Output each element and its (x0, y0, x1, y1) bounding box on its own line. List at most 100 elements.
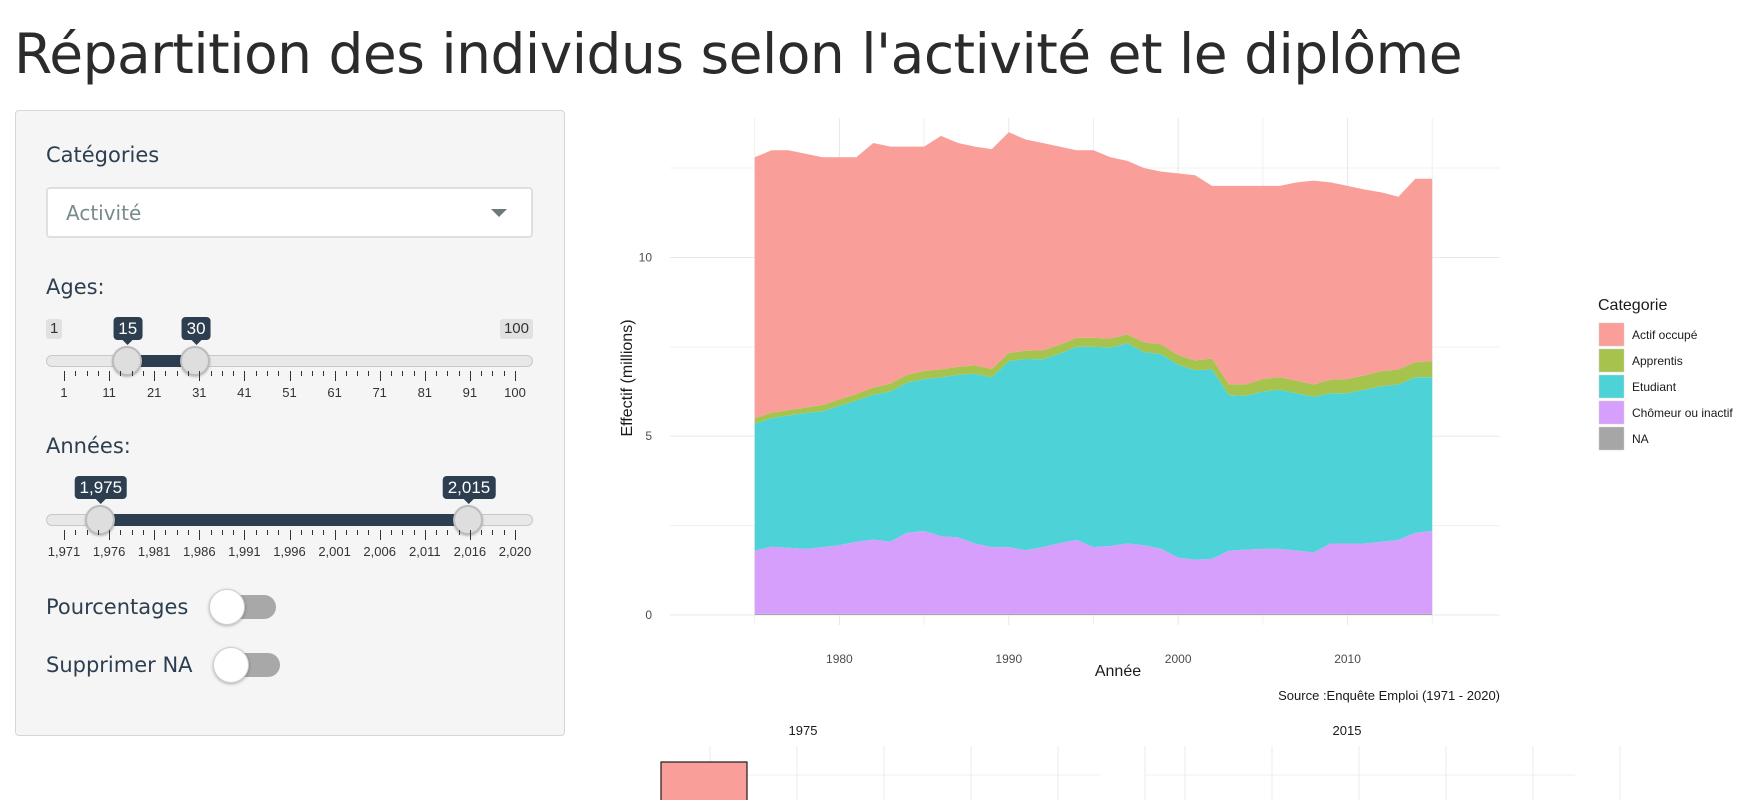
ages-tick-label: 11 (102, 385, 116, 400)
legend-label: Chômeur ou inactif (1632, 406, 1733, 420)
ages-minor-tick (278, 371, 280, 376)
percentages-toggle[interactable] (209, 589, 276, 625)
categories-selected-value: Activité (66, 201, 142, 225)
years-selected-range (100, 514, 469, 526)
legend-label: Apprentis (1632, 354, 1683, 368)
ages-minor-tick (436, 371, 438, 376)
ages-minor-tick (300, 371, 302, 376)
area-chart: 1980 1990 2000 2010 0 5 10 Année Effectif (milli… (619, 118, 1733, 800)
years-tick (334, 530, 336, 540)
years-to-handle[interactable] (452, 505, 483, 535)
years-tick (109, 530, 111, 540)
years-from-handle[interactable] (84, 505, 115, 535)
ages-to-handle[interactable] (180, 346, 211, 376)
remove-na-toggle-knob[interactable] (213, 647, 249, 683)
ages-tick-label: 100 (504, 385, 526, 400)
years-tick-label: 2,016 (453, 544, 487, 559)
years-minor-tick (255, 530, 257, 535)
ages-max-label: 100 (499, 319, 533, 339)
years-minor-tick (492, 530, 494, 535)
y-tick-label: 0 (645, 608, 652, 622)
area-etudiant (754, 343, 1433, 560)
years-label: Années: (46, 434, 131, 458)
ages-minor-tick (368, 371, 370, 376)
ages-minor-tick (165, 371, 167, 376)
years-minor-tick (97, 530, 99, 535)
ages-minor-tick (390, 371, 392, 376)
facet-bar (660, 761, 748, 800)
ages-tick-label: 1 (60, 385, 68, 400)
ages-minor-tick (266, 371, 268, 376)
facet-chart: 1975 2015 (660, 723, 1621, 800)
years-tick (424, 530, 426, 540)
years-minor-tick (402, 530, 404, 535)
percentages-toggle-knob[interactable] (209, 589, 245, 625)
ages-range-slider[interactable]: 1 100 15 30 1 11 21 31 41 51 61 71 81 91 100 (16, 317, 564, 419)
ages-tick-label: 71 (372, 385, 387, 400)
years-to-value: 2,015 (442, 476, 496, 504)
ages-minor-tick (86, 371, 88, 376)
years-range-slider[interactable]: 1,975 2,015 1,971 1,976 1,981 1,986 1,991 1,9… (16, 476, 564, 578)
years-tick (289, 530, 291, 540)
years-tick (199, 530, 201, 540)
legend-title: Categorie (1598, 297, 1667, 314)
ages-tick-label: 91 (462, 385, 478, 400)
years-minor-tick (176, 530, 178, 535)
years-minor-tick (165, 530, 167, 535)
ages-from-handle[interactable] (111, 346, 142, 376)
years-tick-label: 2,006 (363, 544, 396, 559)
ages-minor-tick (323, 371, 325, 376)
ages-minor-tick (458, 371, 460, 376)
ages-minor-tick (255, 371, 257, 376)
years-minor-tick (413, 530, 415, 535)
ages-minor-tick (402, 371, 404, 376)
years-tick-label: 1,991 (228, 544, 261, 559)
years-tick-label: 1,996 (273, 544, 306, 559)
stacked-areas (754, 132, 1433, 615)
y-tick-label: 5 (645, 429, 652, 443)
years-minor-tick (142, 530, 144, 535)
remove-na-toggle[interactable] (213, 647, 280, 683)
ages-minor-tick (176, 371, 178, 376)
years-minor-tick (503, 530, 505, 535)
ages-tick-scale: 1 11 21 31 41 51 61 71 81 91 100 (16, 371, 564, 411)
ages-tick (109, 371, 111, 381)
years-tick (379, 530, 381, 540)
ages-label: Ages: (46, 275, 105, 299)
years-minor-tick (458, 530, 460, 535)
legend-key (1598, 400, 1625, 425)
years-minor-tick (233, 530, 235, 535)
ages-from-value: 15 (113, 317, 143, 345)
ages-tick-label: 81 (417, 385, 433, 400)
years-from-value: 1,975 (74, 476, 128, 504)
categories-select[interactable]: Activité (46, 187, 533, 238)
years-minor-tick (357, 530, 359, 535)
ages-minor-tick (357, 371, 359, 376)
years-minor-tick (86, 530, 88, 535)
area-actif-occupe (754, 132, 1433, 419)
ages-tick (469, 371, 471, 381)
years-tick-label: 2,011 (409, 544, 441, 559)
x-tick-label: 2010 (1334, 652, 1361, 666)
ages-minor-tick (75, 371, 77, 376)
legend-label: Etudiant (1632, 380, 1677, 394)
legend-label: Actif occupé (1632, 328, 1698, 342)
x-tick-label: 1980 (826, 652, 853, 666)
ages-tick (154, 371, 156, 381)
legend-key (1598, 322, 1625, 347)
ages-minor-tick (345, 371, 347, 376)
ages-minor-tick (210, 371, 212, 376)
facet-strip-label: 1975 (789, 723, 818, 738)
chart-caption: Source :Enquête Emploi (1971 - 2020) (1278, 688, 1500, 703)
ages-minor-tick (188, 371, 190, 376)
categories-label: Catégories (46, 143, 160, 167)
ages-tick (64, 371, 65, 381)
years-tick (515, 530, 516, 540)
page-title: Répartition des individus selon l'activi… (14, 22, 1463, 86)
years-minor-tick (368, 530, 370, 535)
years-minor-tick (345, 530, 347, 535)
years-tick (154, 530, 156, 540)
chevron-down-icon[interactable] (491, 209, 507, 217)
ages-min-label: 1 (46, 319, 63, 339)
years-minor-tick (75, 530, 77, 535)
